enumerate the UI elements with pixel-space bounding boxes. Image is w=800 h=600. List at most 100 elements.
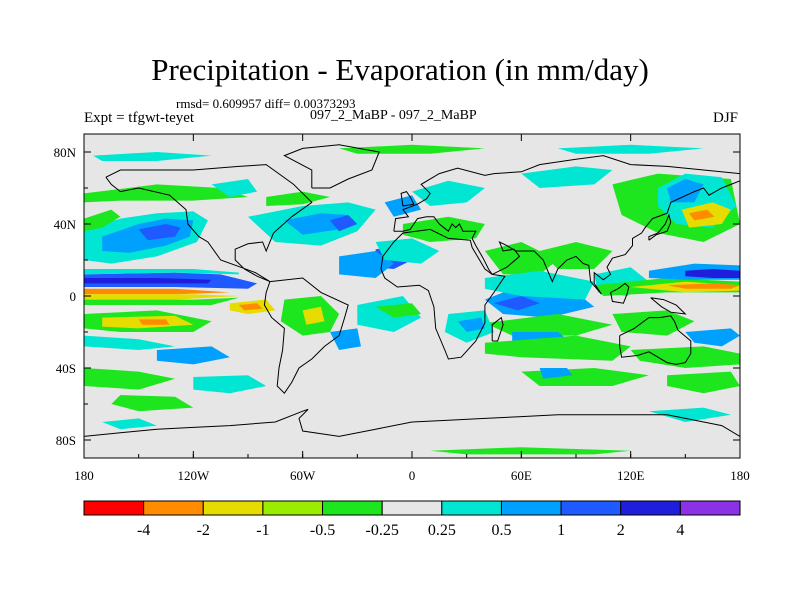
coastline-south-america [263,277,349,394]
contour-region-eq-pacific-orange-south [84,288,230,295]
colorbar-swatch [381,500,443,516]
y-tick-label: 80S [56,433,76,448]
coastline-africa [380,228,506,360]
axes: 180 120W 60W 0 60E 120E 180 80N 40N 0 40S 80S [54,134,750,483]
x-tick-label: 180 [74,468,94,483]
experiment-label: Expt = tfgwt-teyet [84,110,195,126]
colorbar: -4 -2 -1 -0.5 -0.25 0.25 0.5 1 2 4 [83,500,741,539]
contour-region-s-america-yellow [302,306,325,325]
x-tick-label: 60E [511,468,532,483]
contour-region-alaska-cyan [211,179,258,197]
contour-region-eq-pacific-green-south [84,297,239,305]
colorbar-label: 0.25 [428,522,456,539]
colorbar-swatch [83,500,145,516]
contour-region-w-pacific-dark-band [685,269,740,278]
contour-region-southern-ocean-green-1 [84,368,176,390]
contour-region-arctic-cyan [93,152,212,161]
colorbar-swatch [262,500,324,516]
colorbar-swatch [441,500,502,516]
colorbar-label: -2 [197,522,210,539]
contour-region-se-pacific-orange [238,303,263,311]
contour-region-eq-pacific-dark-core [84,278,212,284]
colorbar-swatch [560,500,622,516]
contour-region-n-pacific-storm-track-core [138,224,181,241]
contour-region-s-pacific-blue [156,346,230,365]
colorbar-label: 0.5 [491,522,511,539]
colorbar-swatch [500,500,562,516]
coastline-new-guinea [650,297,687,315]
contour-region-antarctic-cyan-b [648,407,731,422]
colorbar-swatch [679,500,741,516]
contour-region-southern-ocean-blue-3 [539,368,573,379]
contour-region-indian-south-green [484,314,613,336]
contour-region-indian-ocean-dark [494,296,540,311]
contour-region-india-green [539,242,613,269]
contour-region-siberia-cyan [521,166,613,188]
coastline-borneo [610,282,630,304]
colorbar-label: -0.5 [310,522,335,539]
contour-region-nw-pacific-orange [689,209,715,221]
y-tick-label: 0 [70,289,77,304]
contour-region-s-pacific-green-east [630,346,740,368]
colorbar-swatch [143,500,204,516]
contour-region-s-atlantic-green [375,303,422,318]
contour-region-w-pacific-eq-orange [667,283,740,289]
coastline-north-america [105,164,313,283]
y-tick-label: 80N [54,145,77,160]
contour-region-mediterranean-green [402,216,485,242]
season-label: DJF [713,110,739,126]
contour-fills [84,144,740,455]
contour-region-ne-asia-green [630,188,649,206]
y-tick-label: 40S [56,361,76,376]
coastlines [84,144,740,437]
contour-region-eq-pacific-cyan [84,269,239,275]
contour-region-indian-ocean-cyan [484,270,595,300]
colorbar-label: -0.25 [366,522,399,539]
colorbar-label: 1 [557,522,565,539]
x-tick-label: 120W [177,468,210,483]
contour-region-nw-pacific-blue [667,179,704,203]
colorbar-swatch [202,500,264,516]
stats-text: rmsd= 0.609957 diff= 0.00373293 [176,96,356,111]
contour-region-n-pacific-green-north [84,184,248,203]
chart-title: Precipitation - Evaporation (in mm/day) [151,52,649,87]
contour-region-southern-ocean-green-4 [667,371,740,394]
contour-region-southern-ocean-green-2 [111,395,194,412]
contour-region-w-atlantic-blue [339,251,394,278]
contour-region-s-indian-green [484,335,631,361]
contour-region-s-pacific-cyan [84,335,176,350]
contour-region-n-pacific-green-west [84,209,121,232]
coastline-australia [619,315,692,365]
coastline-britain [400,191,415,207]
contour-region-europe-cyan [412,180,485,206]
contour-region-arctic-cyan-east [557,144,704,154]
contour-region-africa-blue [457,317,485,332]
contour-region-eq-pacific-yellow-south [84,294,239,300]
y-tick-label: 40N [54,217,77,232]
colorbar-swatch [322,500,383,516]
coastline-madagascar [491,316,504,342]
colorbar-label: 4 [676,522,684,539]
coastline-greenland [283,144,380,189]
x-tick-label: 0 [409,468,416,483]
contour-region-labrador-blue [330,215,358,232]
contour-region-sw-pacific-blue-east [685,328,740,347]
contour-region-southern-ocean-cyan-1 [193,375,267,394]
x-tick-label: 60W [290,468,316,483]
contour-region-n-atlantic-green [266,191,330,206]
contour-region-antarctic-green-band [430,447,631,455]
x-tick-label: 180 [730,468,750,483]
case-label: 097_2_MaBP - 097_2_MaBP [310,108,477,123]
contour-region-antarctic-cyan-a [102,418,157,430]
x-tick-label: 120E [617,468,645,483]
coastline-eurasia [393,155,740,295]
contour-region-s-america-blue [330,328,361,350]
colorbar-swatch [620,500,681,516]
coastline-antarctica [84,408,740,437]
colorbar-label: -4 [137,522,150,539]
coastline-japan [648,213,672,241]
colorbar-label: -1 [256,522,269,539]
contour-region-sw-pacific-orange [138,319,170,325]
colorbar-label: 2 [617,522,625,539]
